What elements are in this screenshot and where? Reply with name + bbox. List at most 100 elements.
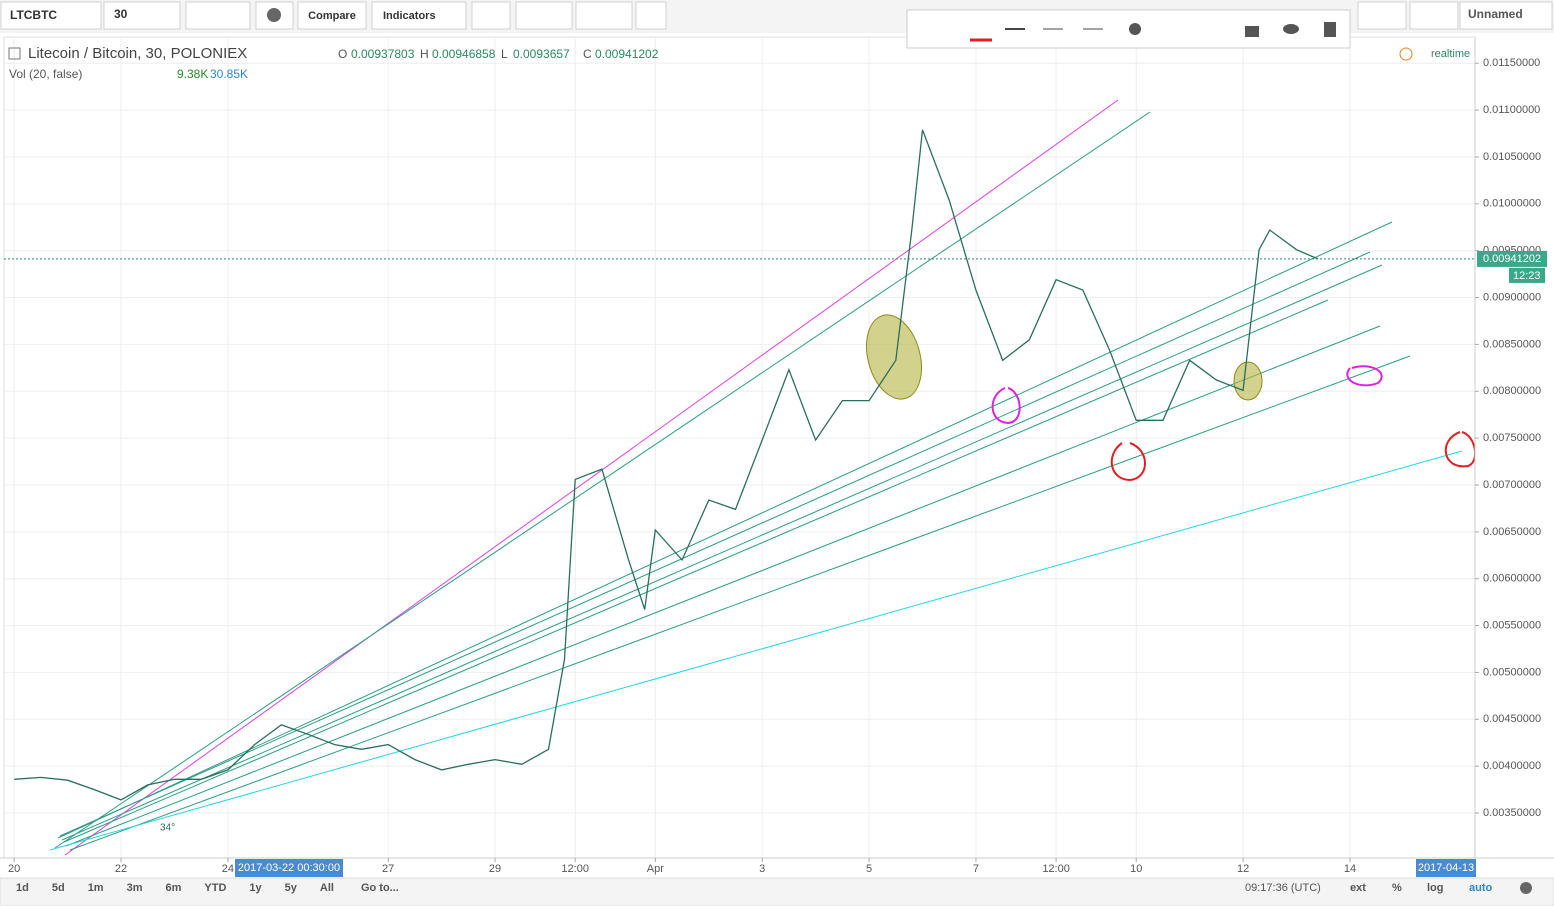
legend-c-label: C: [583, 47, 592, 61]
x-tick-label: 12:00: [1042, 863, 1070, 875]
x-tick-label: 27: [382, 863, 394, 875]
legend-l: 0.0093657: [513, 47, 570, 61]
last-price-label: 0.00941202: [1483, 253, 1541, 265]
compare-button[interactable]: [297, 1, 367, 30]
axes: 0.01150000 0.01100000 0.01050000 0.01000000…: [8, 57, 1547, 875]
hand-circle: [1110, 442, 1146, 482]
interval-box[interactable]: [103, 1, 181, 30]
layout-box[interactable]: [1459, 1, 1553, 30]
countdown-box: [1509, 267, 1545, 283]
y-tick-label: 0.00850000: [1483, 338, 1541, 350]
realtime-label: realtime: [1431, 48, 1470, 60]
countdown-label: 12:23: [1513, 270, 1541, 282]
range-button[interactable]: 5d: [52, 882, 65, 894]
auto-toggle[interactable]: auto: [1469, 882, 1493, 894]
legend-l-label: L: [501, 47, 508, 61]
bottom-toolbar: [0, 877, 1554, 906]
x-tick-label: 29: [489, 863, 501, 875]
trend-line: [63, 299, 1329, 843]
settings-icon: [267, 8, 281, 22]
symbol-box[interactable]: [0, 1, 102, 30]
x-tick-label: 22: [115, 863, 127, 875]
x-tick-label: 7: [973, 863, 979, 875]
lock-icon[interactable]: [1245, 26, 1259, 37]
fullscreen-button[interactable]: [635, 1, 667, 30]
y-tick-label: 0.00700000: [1483, 479, 1541, 491]
drawing-toolbar: [906, 9, 1351, 49]
series-layer: [4, 129, 1475, 801]
volume-value: 9.38K: [177, 67, 208, 81]
trend-line: [59, 251, 1371, 837]
undo-redo-buttons[interactable]: [575, 1, 633, 30]
chart-style-button[interactable]: [185, 1, 251, 30]
highlight-ellipse: [866, 314, 922, 400]
x-tick-label: 5: [866, 863, 872, 875]
crosshair-x2-box: [1416, 859, 1476, 877]
crosshair-x-label: 2017-03-22 00:30:00: [238, 862, 340, 874]
symbol[interactable]: LTCBTC: [10, 8, 57, 22]
y-tick-label: 0.00400000: [1483, 760, 1541, 772]
range-button[interactable]: 1y: [249, 882, 262, 894]
range-button[interactable]: 3m: [127, 882, 143, 894]
highlight-ellipse: [1233, 361, 1263, 401]
range-button[interactable]: 6m: [166, 882, 182, 894]
y-tick-label: 0.00450000: [1483, 713, 1541, 725]
range-button[interactable]: YTD: [204, 882, 226, 894]
legend-c: 0.00941202: [595, 47, 659, 61]
grid: [4, 37, 1475, 858]
range-button[interactable]: 5y: [285, 882, 298, 894]
y-tick-label: 0.00350000: [1483, 807, 1541, 819]
goto-button[interactable]: Go to...: [361, 882, 399, 894]
trend-line: [49, 450, 1463, 851]
layout-name[interactable]: Unnamed: [1468, 7, 1523, 21]
range-button[interactable]: 1m: [88, 882, 104, 894]
log-toggle[interactable]: log: [1427, 882, 1444, 894]
crosshair-x-box: [235, 859, 343, 877]
y-tick-label: 0.01050000: [1483, 151, 1541, 163]
indicators-label[interactable]: Indicators: [383, 10, 436, 22]
y-tick-label: 0.00650000: [1483, 526, 1541, 538]
range-buttons: 1d 5d 1m 3m 6m YTD 1y 5y All Go to...: [16, 882, 399, 894]
legend-o: 0.00937803: [351, 47, 415, 61]
hand-circle: [991, 387, 1021, 425]
y-tick-label: 0.00750000: [1483, 432, 1541, 444]
x-tick-label: 3: [759, 863, 765, 875]
indicators-button[interactable]: [371, 1, 467, 30]
settings-icon[interactable]: [1520, 882, 1532, 894]
trend-line: [57, 221, 1393, 839]
y-tick-label: 0.01000000: [1483, 198, 1541, 210]
settings-icon[interactable]: [1129, 23, 1141, 35]
trend-line: [69, 355, 1411, 851]
range-button[interactable]: All: [320, 882, 334, 894]
last-price-box: [1477, 250, 1547, 267]
warning-icon: [1399, 47, 1413, 61]
x-tick-label: 20: [8, 863, 20, 875]
save-button[interactable]: [1409, 1, 1459, 30]
load-button[interactable]: [1357, 1, 1407, 30]
delete-icon[interactable]: [1324, 22, 1336, 37]
compare-label[interactable]: Compare: [308, 10, 356, 22]
ideas-button[interactable]: [515, 1, 573, 30]
volume-title: Vol (20, false): [9, 67, 82, 81]
x-tick-label: 24: [222, 863, 234, 875]
percent-toggle[interactable]: %: [1392, 882, 1402, 894]
trend-line: [64, 99, 1119, 856]
y-tick-label: 0.00800000: [1483, 385, 1541, 397]
x-tick-label: 12: [1237, 863, 1249, 875]
alert-button[interactable]: [471, 1, 511, 30]
time-axis: [0, 858, 1475, 880]
ext-toggle[interactable]: ext: [1350, 882, 1366, 894]
crosshair-x2-label: 2017-04-13: [1418, 862, 1474, 874]
volume-ma: 30.85K: [210, 67, 248, 81]
interval[interactable]: 30: [114, 7, 128, 21]
legend-title: Litecoin / Bitcoin, 30, POLONIEX: [28, 45, 247, 62]
visibility-icon[interactable]: [1283, 24, 1299, 34]
range-button[interactable]: 1d: [16, 882, 29, 894]
angle-label: 34°: [160, 823, 175, 834]
legend-o-label: O: [338, 47, 347, 61]
plot-area: [3, 36, 1476, 859]
price-axis: [1475, 37, 1554, 858]
collapse-box[interactable]: [8, 47, 21, 60]
trend-line: [65, 325, 1381, 847]
